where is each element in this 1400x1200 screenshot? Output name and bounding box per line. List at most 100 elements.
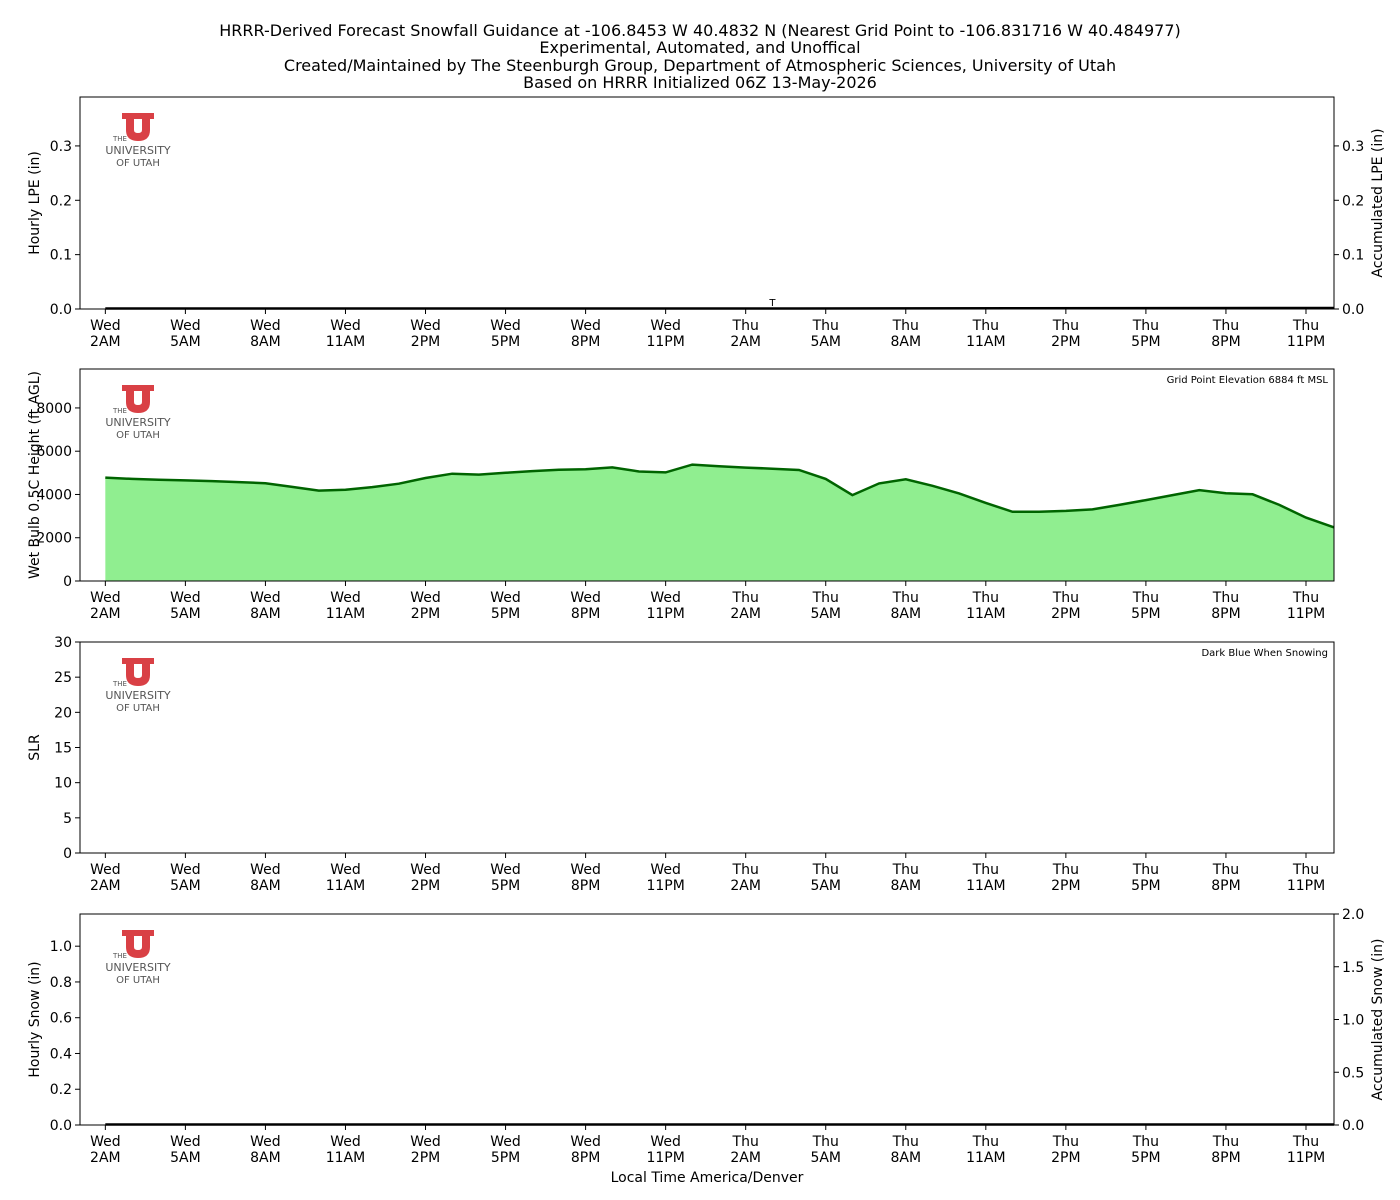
x-tick-day: Thu [732, 318, 759, 334]
logo-text-bottom: OF UTAH [116, 703, 160, 714]
x-tick-time: 11AM [326, 606, 365, 622]
y-tick-label: 8000 [36, 401, 72, 417]
y-tick-label: 0.2 [50, 1082, 72, 1098]
y-tick-label: 5 [63, 811, 72, 827]
y2-tick-label: 0.0 [1342, 302, 1364, 318]
x-tick-time: 11PM [646, 606, 684, 622]
x-tick-day: Wed [170, 318, 201, 334]
x-tick-day: Wed [570, 590, 601, 606]
x-tick-time: 11PM [1287, 878, 1325, 894]
plot-frame [79, 368, 1335, 582]
y-tick-label: 0.2 [50, 193, 72, 209]
x-tick-day: Wed [650, 862, 681, 878]
x-tick-time: 2PM [411, 1150, 440, 1166]
x-tick-time: 8PM [571, 606, 600, 622]
y-tick-label: 0 [63, 574, 72, 590]
x-tick-time: 11PM [646, 878, 684, 894]
block-u-icon [122, 385, 154, 413]
x-tick-time: 5AM [810, 878, 841, 894]
x-tick-day: Thu [892, 590, 919, 606]
x-tick-time: 2AM [730, 606, 761, 622]
y2-tick-label: 1.0 [1342, 1013, 1364, 1029]
figure-title: HRRR-Derived Forecast Snowfall Guidance … [219, 21, 1181, 92]
y2-tick-label: 0.2 [1342, 193, 1364, 209]
x-tick-day: Thu [1212, 590, 1239, 606]
x-tick-time: 5PM [491, 878, 520, 894]
x-tick-time: 2PM [1051, 1150, 1080, 1166]
logo-text-top: THE [112, 952, 127, 960]
logo-text-bottom: OF UTAH [116, 975, 160, 986]
y-tick-label: 10 [54, 776, 72, 792]
y-tick-label: 30 [54, 635, 72, 651]
x-tick-time: 5AM [170, 878, 201, 894]
x-tick-time: 11PM [646, 334, 684, 350]
logo-text-middle: UNIVERSITY [105, 689, 171, 702]
x-tick-day: Thu [1052, 862, 1079, 878]
x-tick-time: 2AM [90, 334, 121, 350]
x-tick-time: 8AM [890, 334, 921, 350]
x-tick-day: Wed [170, 1134, 201, 1150]
x-tick-day: Wed [250, 318, 281, 334]
x-tick-day: Wed [410, 318, 441, 334]
x-tick-day: Thu [812, 590, 839, 606]
y-tick-label: 0.0 [50, 302, 72, 318]
x-tick-time: 8PM [1211, 1150, 1240, 1166]
x-tick-time: 2PM [1051, 606, 1080, 622]
x-tick-day: Thu [972, 1134, 999, 1150]
x-tick-day: Wed [410, 590, 441, 606]
x-tick-day: Thu [1212, 318, 1239, 334]
logo-text-bottom: OF UTAH [116, 430, 160, 441]
plot-frame [79, 96, 1335, 310]
x-tick-day: Thu [732, 1134, 759, 1150]
trace-annotation: T [768, 298, 776, 309]
x-tick-time: 5AM [810, 606, 841, 622]
accumulated-line [105, 306, 1335, 310]
y-tick-label: 1.0 [50, 939, 72, 955]
x-tick-day: Thu [1292, 862, 1319, 878]
chart-panel-1: Wed2AMWed5AMWed8AMWed11AMWed2PMWed5PMWed… [27, 96, 1386, 350]
y-tick-label: 0.8 [50, 975, 72, 991]
x-tick-day: Thu [892, 318, 919, 334]
x-tick-time: 5PM [1131, 878, 1160, 894]
x-tick-day: Wed [170, 862, 201, 878]
x-tick-time: 8PM [1211, 606, 1240, 622]
y-tick-label: 6000 [36, 444, 72, 460]
x-tick-day: Wed [650, 590, 681, 606]
y-tick-label: 0.6 [50, 1011, 72, 1027]
y-axis-label: Hourly LPE (in) [27, 151, 43, 255]
x-tick-time: 8PM [571, 1150, 600, 1166]
x-tick-day: Wed [410, 862, 441, 878]
x-tick-time: 2PM [1051, 878, 1080, 894]
block-u-icon [122, 930, 154, 958]
y-tick-label: 0.1 [50, 248, 72, 264]
y-tick-label: 2000 [36, 531, 72, 547]
y2-tick-label: 1.5 [1342, 960, 1364, 976]
x-tick-day: Wed [90, 318, 121, 334]
panel-annotation: Grid Point Elevation 6884 ft MSL [1167, 375, 1329, 386]
logo-text-bottom: OF UTAH [116, 158, 160, 169]
y-axis-label: SLR [27, 734, 43, 761]
x-tick-day: Thu [1292, 590, 1319, 606]
x-tick-time: 2AM [90, 1150, 121, 1166]
x-tick-day: Thu [812, 862, 839, 878]
x-tick-time: 11PM [1287, 606, 1325, 622]
y2-tick-label: 0.0 [1342, 1118, 1364, 1134]
y2-axis-label: Accumulated LPE (in) [1370, 128, 1386, 277]
x-tick-time: 11PM [1287, 334, 1325, 350]
x-tick-time: 5PM [491, 1150, 520, 1166]
x-tick-time: 2AM [90, 878, 121, 894]
x-tick-day: Thu [1212, 862, 1239, 878]
x-tick-day: Wed [490, 318, 521, 334]
x-tick-day: Thu [1132, 862, 1159, 878]
wet-bulb-height-line [105, 463, 1334, 529]
y2-tick-label: 0.1 [1342, 248, 1364, 264]
x-tick-day: Wed [250, 590, 281, 606]
x-axis-label: Local Time America/Denver [611, 1170, 804, 1186]
y2-tick-label: 0.5 [1342, 1065, 1364, 1081]
x-tick-time: 8AM [890, 606, 921, 622]
logo-text-top: THE [112, 135, 127, 143]
title-line-4: Based on HRRR Initialized 06Z 13-May-202… [523, 73, 877, 92]
